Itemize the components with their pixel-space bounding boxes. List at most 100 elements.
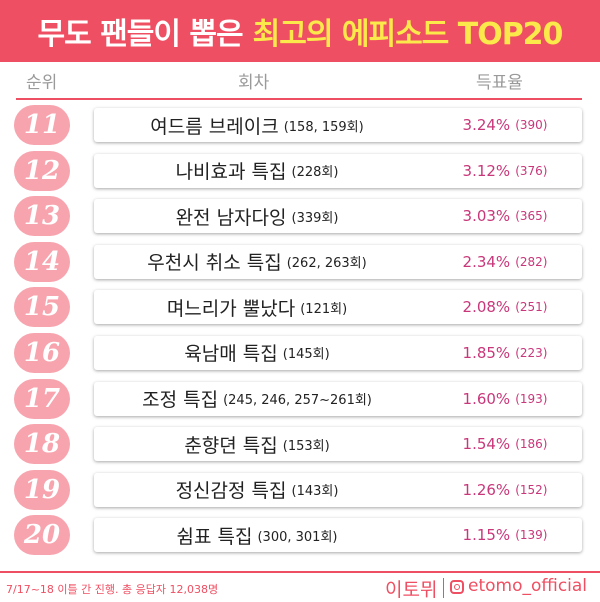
- vote-count: (223): [515, 345, 548, 360]
- vote-count: (193): [515, 391, 548, 406]
- vote-count: (282): [515, 254, 548, 269]
- episode-title: 춘향뎐 특집: [184, 434, 278, 457]
- vote-share: 3.03% (365): [440, 199, 570, 233]
- episode-numbers: (158, 159회): [283, 119, 364, 135]
- rank-badge: 14: [14, 241, 70, 282]
- vote-count: (390): [515, 118, 548, 132]
- episode-title: 정신감정 특집: [175, 480, 287, 503]
- episode-numbers: (228회): [291, 165, 339, 181]
- episode-title: 완전 남자다잉: [175, 206, 287, 229]
- episode-name: 우천시 취소 특집 (262, 263회): [102, 245, 412, 279]
- brand-divider: [443, 578, 444, 598]
- ranking-row: 18 춘향뎐 특집 (153회) 1.54% (186): [0, 423, 600, 469]
- episode-name: 며느리가 뿔났다 (121회): [102, 290, 412, 324]
- episode-title: 육남매 특집: [184, 343, 278, 366]
- vote-share: 2.08% (251): [440, 290, 570, 324]
- ranking-row: 19 정신감정 특집 (143회) 1.26% (152): [0, 469, 600, 515]
- row-card: [94, 108, 582, 142]
- survey-note: 7/17~18 이틀 간 진행. 총 응답자 12,038명: [6, 583, 219, 596]
- episode-title: 나비효과 특집: [175, 161, 287, 184]
- episode-numbers: (145회): [282, 347, 330, 363]
- episode-name: 조정 특집 (245, 246, 257~261회): [102, 382, 412, 416]
- ranking-row: 11 여드름 브레이크 (158, 159회) 3.24% (390): [0, 104, 600, 150]
- vote-share: 2.34% (282): [440, 245, 570, 279]
- rank-badge: 15: [14, 287, 70, 328]
- brand-name: 이토뮈: [385, 579, 438, 601]
- column-header-episode: 회차: [238, 73, 270, 93]
- ranking-row: 12 나비효과 특집 (228회) 3.12% (376): [0, 150, 600, 196]
- footer-bar: 7/17~18 이틀 간 진행. 총 응답자 12,038명 이토뮈 etomo…: [0, 571, 600, 602]
- episode-title: 우천시 취소 특집: [147, 252, 282, 275]
- vote-count: (186): [515, 437, 548, 452]
- rank-badge: 11: [14, 105, 70, 145]
- vote-percent: 3.03%: [462, 207, 511, 226]
- row-card: [94, 518, 582, 553]
- episode-numbers: (245, 246, 257~261회): [223, 393, 372, 409]
- episode-name: 춘향뎐 특집 (153회): [102, 427, 412, 461]
- episode-title: 조정 특집: [142, 389, 219, 412]
- episode-numbers: (300, 301회): [257, 529, 338, 545]
- vote-share: 1.15% (139): [440, 518, 570, 552]
- vote-percent: 1.15%: [462, 526, 511, 545]
- vote-share: 3.12% (376): [440, 154, 570, 188]
- vote-percent: 1.60%: [462, 389, 511, 408]
- episode-numbers: (153회): [282, 438, 330, 454]
- episode-title: 여드름 브레이크: [150, 115, 279, 138]
- episode-numbers: (143회): [291, 484, 339, 500]
- row-card: [94, 244, 582, 279]
- instagram-icon: [450, 580, 464, 594]
- episode-name: 쉼표 특집 (300, 301회): [102, 518, 412, 552]
- episode-title: 며느리가 뿔났다: [166, 297, 296, 320]
- vote-count: (365): [515, 209, 548, 224]
- vote-share: 3.24% (390): [440, 108, 570, 142]
- vote-percent: 1.54%: [462, 435, 511, 454]
- rank-badge: 16: [14, 332, 70, 373]
- vote-percent: 3.12%: [462, 161, 511, 180]
- row-card: [94, 335, 582, 370]
- vote-count: (376): [515, 163, 548, 178]
- rank-badge: 18: [14, 424, 70, 465]
- column-header-votes: 득표율: [476, 73, 523, 93]
- vote-percent: 1.26%: [462, 480, 511, 499]
- episode-name: 정신감정 특집 (143회): [102, 473, 412, 507]
- header-divider: [16, 98, 582, 100]
- ranking-row: 15 며느리가 뿔났다 (121회) 2.08% (251): [0, 286, 600, 332]
- rank-badge: 12: [14, 150, 70, 191]
- vote-percent: 2.08%: [462, 298, 511, 317]
- ranking-row: 14 우천시 취소 특집 (262, 263회) 2.34% (282): [0, 241, 600, 287]
- episode-name: 여드름 브레이크 (158, 159회): [102, 108, 412, 142]
- header-banner: 무도 팬들이 뽑은 최고의 에피소드 TOP20: [0, 0, 600, 62]
- row-card: [94, 427, 582, 462]
- episode-name: 나비효과 특집 (228회): [102, 154, 412, 188]
- vote-percent: 2.34%: [462, 252, 511, 271]
- rank-badge: 19: [14, 469, 70, 510]
- column-header-rank: 순위: [26, 73, 58, 93]
- row-card: [94, 290, 582, 325]
- vote-count: (139): [515, 528, 548, 543]
- row-card: [94, 199, 582, 234]
- title-prefix: 무도 팬들이 뽑은: [37, 17, 244, 52]
- vote-share: 1.85% (223): [440, 336, 570, 370]
- rank-badge: 20: [14, 515, 70, 556]
- vote-share: 1.54% (186): [440, 427, 570, 461]
- episode-title: 쉼표 특집: [176, 525, 253, 548]
- ranking-list: 11 여드름 브레이크 (158, 159회) 3.24% (390) 12 나비효…: [0, 104, 600, 560]
- rank-badge: 13: [14, 196, 70, 237]
- vote-share: 1.26% (152): [440, 473, 570, 507]
- episode-numbers: (262, 263회): [286, 256, 367, 272]
- episode-name: 완전 남자다잉 (339회): [102, 199, 412, 233]
- row-card: [94, 472, 582, 507]
- vote-share: 1.60% (193): [440, 382, 570, 416]
- episode-numbers: (339회): [291, 210, 339, 226]
- row-card: [94, 153, 582, 188]
- vote-percent: 1.85%: [462, 343, 511, 362]
- vote-percent: 3.24%: [462, 116, 511, 134]
- rank-badge: 17: [14, 378, 70, 419]
- episode-numbers: (121회): [300, 301, 348, 317]
- ranking-row: 16 육남매 특집 (145회) 1.85% (223): [0, 332, 600, 378]
- vote-count: (251): [515, 300, 548, 315]
- ranking-row: 13 완전 남자다잉 (339회) 3.03% (365): [0, 195, 600, 241]
- vote-count: (152): [515, 482, 548, 497]
- ranking-row: 17 조정 특집 (245, 246, 257~261회) 1.60% (193): [0, 378, 600, 424]
- episode-name: 육남매 특집 (145회): [102, 336, 412, 370]
